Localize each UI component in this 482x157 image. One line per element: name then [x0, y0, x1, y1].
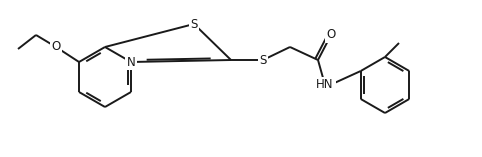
Text: S: S	[259, 54, 267, 67]
Text: N: N	[127, 56, 135, 68]
Text: HN: HN	[316, 78, 334, 92]
Text: O: O	[326, 29, 335, 41]
Text: S: S	[190, 17, 198, 30]
Text: O: O	[52, 41, 61, 54]
